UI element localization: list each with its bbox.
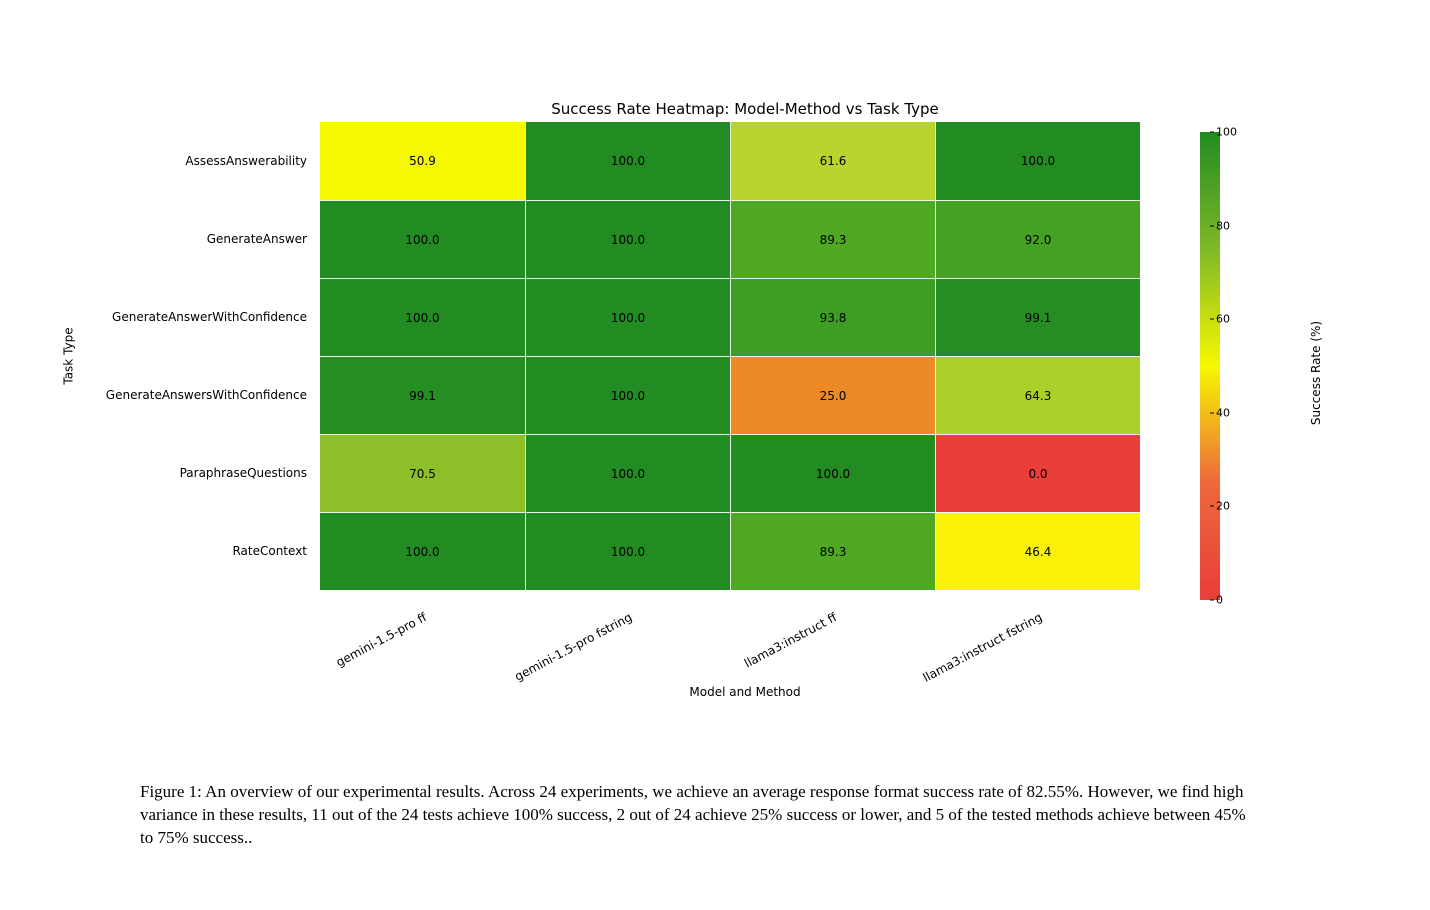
heatmap-cell: 89.3 — [730, 200, 935, 278]
colorbar-ticks: 020406080100 — [1188, 132, 1228, 600]
heatmap-cell: 50.9 — [320, 122, 525, 200]
heatmap-cell: 93.8 — [730, 278, 935, 356]
heatmap-cell: 25.0 — [730, 356, 935, 434]
colorbar-tick: 0 — [1216, 594, 1223, 607]
colorbar-label: Success Rate (%) — [1309, 321, 1323, 425]
column-label: gemini-1.5-pro fstring — [512, 610, 634, 684]
colorbar: 020406080100 — [1200, 132, 1220, 600]
column-label: gemini-1.5-pro ff — [334, 610, 429, 670]
heatmap-cell: 100.0 — [525, 278, 730, 356]
heatmap-chart: Success Rate Heatmap: Model-Method vs Ta… — [320, 100, 1170, 699]
heatmap-cell: 100.0 — [525, 122, 730, 200]
colorbar-tick: 20 — [1216, 500, 1230, 513]
colorbar-tick: 100 — [1216, 126, 1237, 139]
colorbar-tick: 80 — [1216, 219, 1230, 232]
heatmap-cell: 92.0 — [935, 200, 1140, 278]
heatmap-cell: 99.1 — [320, 356, 525, 434]
heatmap-grid: 50.9100.061.6100.0100.0100.089.392.0100.… — [320, 122, 1140, 590]
column-label: llama3:instruct fstring — [920, 610, 1044, 685]
heatmap-cell: 89.3 — [730, 512, 935, 590]
heatmap-cell: 61.6 — [730, 122, 935, 200]
chart-title: Success Rate Heatmap: Model-Method vs Ta… — [320, 100, 1170, 118]
heatmap-cell: 100.0 — [525, 434, 730, 512]
colorbar-tick: 40 — [1216, 406, 1230, 419]
colorbar-tick: 60 — [1216, 313, 1230, 326]
column-labels: gemini-1.5-pro ffgemini-1.5-pro fstringl… — [320, 590, 1140, 650]
heatmap-body: Task Type AssessAnswerabilityGenerateAns… — [320, 122, 1170, 590]
heatmap-cell: 100.0 — [525, 200, 730, 278]
heatmap-cell: 100.0 — [730, 434, 935, 512]
heatmap-cell: 100.0 — [320, 200, 525, 278]
y-axis-label: Task Type — [62, 327, 76, 384]
row-label: ParaphraseQuestions — [85, 434, 315, 512]
heatmap-cell: 99.1 — [935, 278, 1140, 356]
figure-page: Success Rate Heatmap: Model-Method vs Ta… — [0, 0, 1430, 910]
figure-caption: Figure 1: An overview of our experimenta… — [140, 781, 1260, 850]
x-axis-label: Model and Method — [320, 685, 1170, 699]
heatmap-cell: 64.3 — [935, 356, 1140, 434]
heatmap-cell: 100.0 — [935, 122, 1140, 200]
row-label: GenerateAnswersWithConfidence — [85, 356, 315, 434]
column-label: llama3:instruct ff — [742, 610, 839, 671]
heatmap-cell: 100.0 — [525, 512, 730, 590]
heatmap-cell: 0.0 — [935, 434, 1140, 512]
heatmap-cell: 46.4 — [935, 512, 1140, 590]
heatmap-cell: 70.5 — [320, 434, 525, 512]
row-label: GenerateAnswer — [85, 200, 315, 278]
row-label: AssessAnswerability — [85, 122, 315, 200]
row-label: GenerateAnswerWithConfidence — [85, 278, 315, 356]
row-labels: AssessAnswerabilityGenerateAnswerGenerat… — [85, 122, 315, 590]
row-label: RateContext — [85, 512, 315, 590]
heatmap-cell: 100.0 — [320, 512, 525, 590]
heatmap-cell: 100.0 — [525, 356, 730, 434]
heatmap-cell: 100.0 — [320, 278, 525, 356]
